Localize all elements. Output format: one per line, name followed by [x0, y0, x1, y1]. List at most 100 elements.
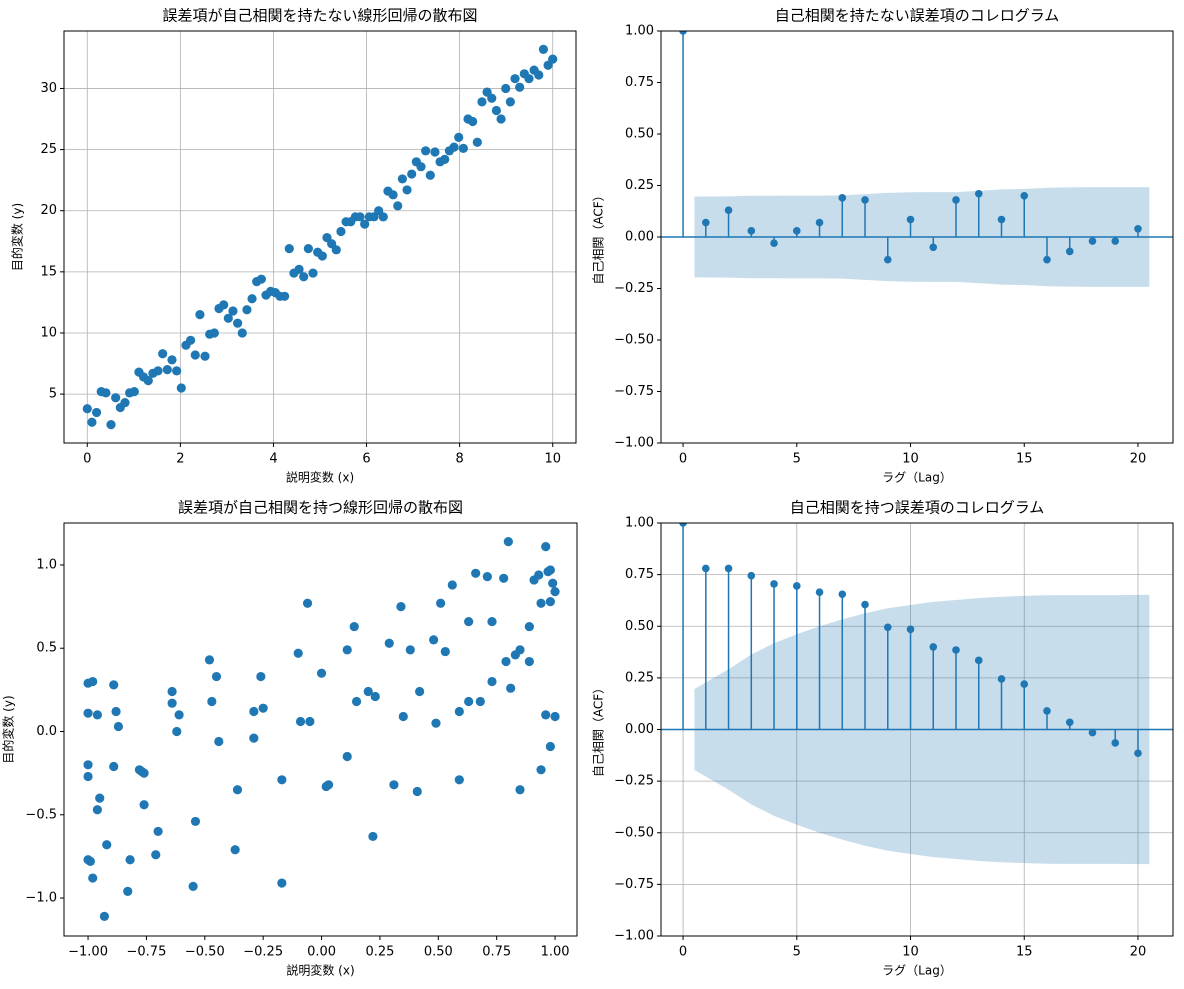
point [472, 137, 482, 147]
y-tick-label: 20 [40, 203, 57, 218]
stem-marker [929, 243, 938, 252]
point [88, 873, 98, 883]
x-tick-label: 5 [793, 945, 801, 960]
x-tick-label: 10 [902, 945, 919, 960]
point [207, 696, 217, 707]
chart-title: 誤差項が自己相関を持たない線形回帰の散布図 [162, 7, 477, 25]
point [284, 244, 294, 254]
point [545, 565, 555, 575]
x-tick-label: 10 [902, 452, 919, 467]
point [425, 170, 435, 180]
point [109, 680, 119, 690]
stem-marker [1111, 237, 1120, 245]
x-tick-label: −0.50 [185, 945, 225, 960]
point [143, 376, 153, 386]
stem-marker [1134, 749, 1142, 758]
point [237, 328, 247, 338]
point [454, 132, 464, 142]
stem-marker [952, 196, 960, 204]
y-tick-label: 0.00 [625, 722, 654, 737]
x-tick-label: 0.00 [307, 945, 336, 960]
point [123, 886, 133, 896]
point [449, 142, 459, 152]
point [195, 310, 205, 320]
point [92, 805, 102, 815]
stem-marker [1043, 707, 1051, 715]
point [299, 272, 309, 282]
point [204, 655, 215, 665]
y-tick-label: 0.0 [36, 724, 57, 739]
point [230, 845, 240, 855]
point [515, 785, 525, 795]
stem-marker [815, 218, 824, 227]
y-tick-label: 1.0 [36, 557, 57, 572]
point [111, 393, 121, 403]
point [151, 850, 161, 860]
point [109, 761, 119, 772]
stem-marker [997, 215, 1006, 224]
x-tick-label: −0.75 [127, 945, 167, 960]
x-tick-label: 15 [1016, 452, 1033, 467]
x-tick-label: 15 [1016, 945, 1033, 960]
point [454, 706, 464, 717]
stem-marker [929, 643, 938, 651]
stem-marker [1134, 224, 1142, 233]
point [389, 780, 399, 790]
x-tick-label: 8 [455, 452, 463, 467]
point [541, 710, 551, 720]
point [303, 244, 313, 254]
point [242, 305, 252, 315]
point [429, 635, 439, 645]
point [139, 768, 149, 778]
point [550, 587, 560, 597]
stem-marker [861, 196, 869, 204]
axes-frame [63, 522, 578, 937]
stem-marker [679, 31, 687, 35]
point [120, 398, 130, 408]
stem-marker [974, 189, 983, 198]
point [92, 710, 102, 720]
point [464, 616, 474, 627]
point [88, 676, 98, 687]
point [167, 355, 177, 365]
point [548, 578, 558, 588]
point [294, 264, 304, 274]
x-tick-label: 0.50 [424, 945, 453, 960]
point [515, 645, 525, 655]
point [317, 251, 327, 261]
point [496, 114, 506, 124]
point [172, 366, 182, 376]
point [249, 733, 259, 743]
x-tick-label: 5 [793, 452, 801, 467]
point [302, 598, 313, 608]
point [219, 300, 229, 310]
point [545, 741, 555, 752]
point [277, 775, 287, 785]
point [430, 147, 440, 157]
point [87, 417, 97, 427]
point [524, 621, 534, 632]
stem-marker [1111, 739, 1120, 747]
y-tick-label: 0.00 [625, 230, 654, 245]
point [501, 83, 511, 94]
point [223, 313, 233, 323]
stem-marker [702, 564, 710, 573]
stem-marker [1088, 237, 1097, 245]
stem-marker [974, 656, 983, 665]
y-tick-label: 0.25 [625, 178, 654, 193]
point [99, 911, 109, 921]
point [487, 676, 497, 687]
point [534, 70, 544, 80]
stem-marker [1065, 718, 1074, 727]
y-tick-label: 0.25 [625, 670, 654, 685]
point [336, 226, 346, 237]
point [487, 93, 497, 103]
y-tick-label: 0.5 [36, 641, 57, 656]
y-tick-label: 10 [40, 325, 57, 340]
x-tick-label: 4 [269, 452, 277, 467]
point [355, 212, 365, 222]
stem-marker [997, 675, 1006, 683]
point [256, 671, 266, 682]
chart-title: 誤差項が自己相関を持つ線形回帰の散布図 [178, 499, 463, 517]
